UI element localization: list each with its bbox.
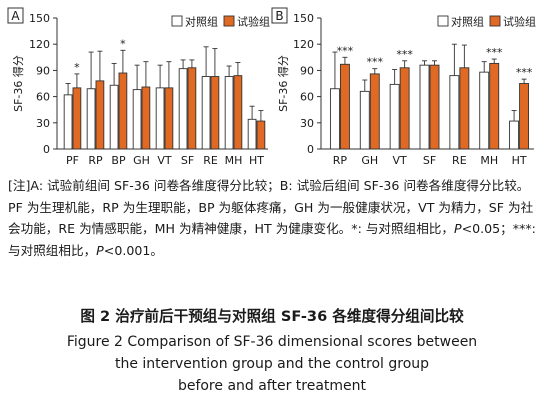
legend-label: 试验组 [237,15,270,29]
y-tick-label: 120 [29,38,50,51]
significance-marker: *** [516,66,533,79]
y-axis-label: SF-36 得分 [12,55,25,112]
x-tick-label: RE [452,154,467,167]
bar-control [479,71,490,150]
bar-control [109,84,119,150]
note-prefix: [注] [8,178,31,193]
note-p2: P [96,242,104,258]
bar-control [155,87,165,150]
bar-treatment [233,75,243,150]
bar-treatment [429,64,440,150]
x-tick-label: BP [111,154,126,167]
y-tick-label: 120 [293,38,314,51]
bar-treatment [95,80,105,150]
bar-treatment [256,120,266,150]
x-tick-label: PF [66,154,79,167]
x-tick-label: RP [88,154,103,167]
legend-label: 对照组 [451,15,484,29]
significance-marker: *** [486,46,503,59]
bar-treatment [489,62,500,150]
figure-title-en-line3: before and after treatment [177,378,367,394]
bar-control [329,88,340,150]
significance-marker: * [120,37,126,50]
bar-treatment [210,76,220,150]
panel-label: B [275,9,283,23]
bar-treatment [164,87,174,150]
x-tick-label: HT [512,154,527,167]
x-tick-label: GH [133,154,150,167]
bar-control [509,120,520,150]
y-tick-label: 0 [43,143,50,156]
note-text: A: 试验前组间 SF-36 问卷各维度得分比较；B: 试验后组间 SF-36 … [8,178,534,236]
bar-control [389,83,400,150]
significance-marker: * [74,61,80,74]
significance-marker: *** [367,56,384,69]
bar-control [247,118,257,150]
x-tick-label: MH [480,154,498,167]
x-tick-label: RP [333,154,348,167]
figure-title-en-line2: the intervention group and the control g… [114,356,430,372]
bar-control [132,89,142,150]
panel-label-box [7,7,24,24]
legend-swatch [223,15,235,27]
y-tick-label: 90 [300,64,314,77]
note-p1-rest: <0.05； [461,221,513,236]
x-tick-label: HT [249,154,264,167]
x-tick-label: RE [203,154,218,167]
legend-swatch [437,15,449,27]
x-tick-label: VT [393,154,408,167]
bar-treatment [187,67,197,150]
x-tick-label: VT [157,154,172,167]
bar-control [359,90,370,150]
y-axis-label: SF-36 得分 [277,55,290,112]
bar-control [449,75,460,150]
bar-treatment [459,67,470,150]
x-tick-label: SF [181,154,194,167]
bar-treatment [339,63,350,150]
y-tick-label: 30 [300,117,314,130]
bar-control [178,68,188,150]
bar-treatment [118,72,128,150]
bar-control [419,64,430,150]
note-p2-rest: <0.001。 [103,242,163,258]
figure-title-en-line1: Figure 2 Comparison of SF-36 dimensional… [66,334,478,350]
y-tick-label: 60 [36,91,50,104]
bar-treatment [72,87,82,150]
y-tick-label: 30 [36,117,50,130]
legend-swatch [489,15,501,27]
note-p1: P [453,221,462,236]
panel-label: A [11,9,20,23]
legend-swatch [171,15,183,27]
panel-label-box [271,7,288,24]
note-sig2: ***: 与对照组相比， [8,221,536,258]
significance-marker: *** [337,44,354,57]
figure-title-cn: 图 2 治疗前后干预组与对照组 SF-36 各维度得分组间比较 [80,308,464,325]
note-sig1: *: 与对照组相比， [351,221,454,236]
bar-control [86,88,96,150]
x-tick-label: GH [361,154,378,167]
bar-treatment [369,73,380,150]
y-tick-label: 150 [293,12,314,25]
y-tick-label: 90 [36,64,50,77]
bar-treatment [141,86,151,150]
bar-treatment [399,67,410,150]
y-tick-label: 60 [300,91,314,104]
bar-control [201,76,211,150]
bar-control [224,76,234,150]
legend-label: 对照组 [185,15,218,29]
significance-marker: *** [396,48,413,61]
x-tick-label: MH [225,154,243,167]
legend-label: 试验组 [503,15,536,29]
bar-control [63,94,73,150]
bar-treatment [519,83,530,150]
x-tick-label: SF [423,154,436,167]
figure-charts: A 0 30 60 90 120 150 SF-36 得分 * PF RP * BP GH VT SF RE MH… [7,7,536,167]
y-tick-label: 0 [307,143,314,156]
figure-note: [注]A: 试验前组间 SF-36 问卷各维度得分比较；B: 试验后组间 SF-… [8,175,540,261]
figure-title-en: Figure 2 Comparison of SF-36 dimensional… [0,331,544,397]
y-tick-label: 150 [29,12,50,25]
